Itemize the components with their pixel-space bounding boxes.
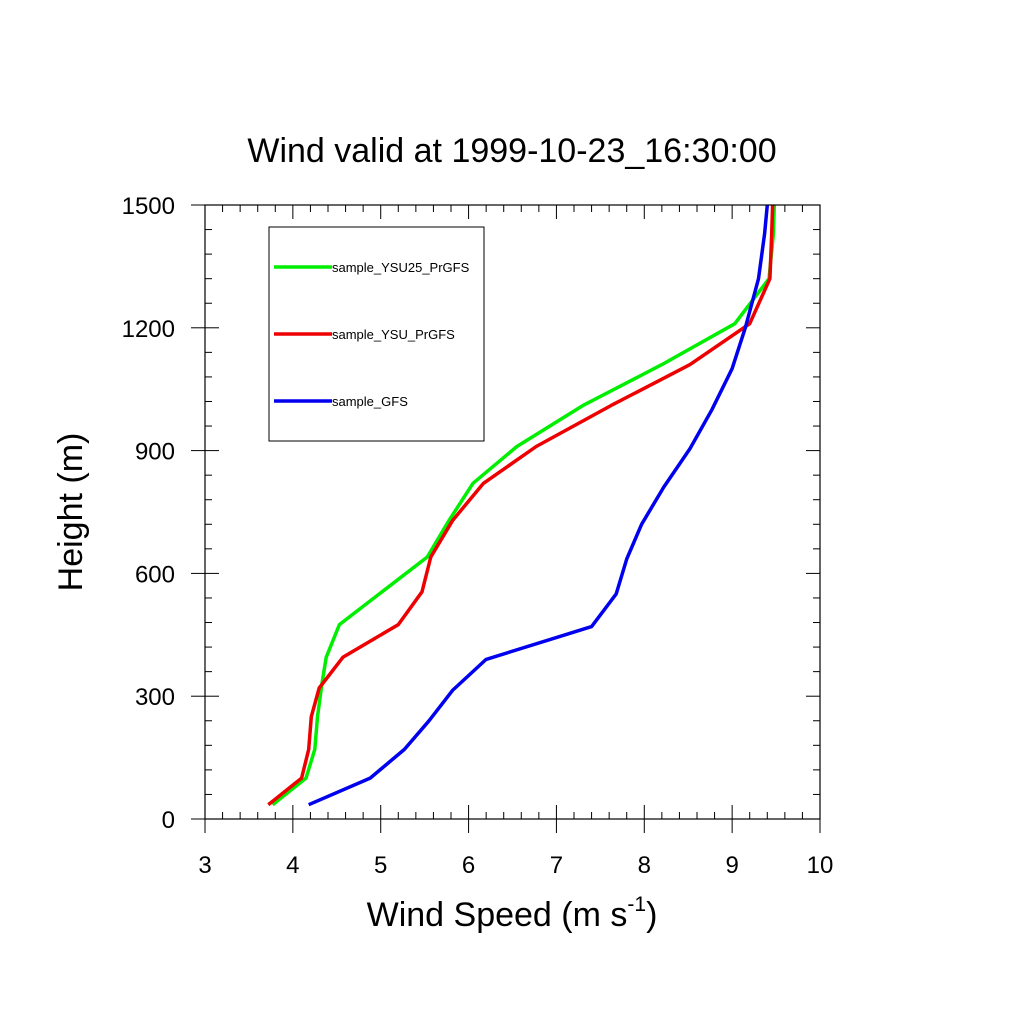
x-tick-label: 7 — [550, 852, 563, 879]
legend-label: sample_YSU25_PrGFS — [332, 260, 470, 275]
x-axis-label-superscript: -1 — [627, 893, 646, 916]
y-tick-label: 1200 — [122, 316, 175, 343]
y-tick-label: 1500 — [122, 193, 175, 220]
x-axis-label-main: Wind Speed (m s — [367, 896, 628, 934]
y-axis-label: Height (m) — [52, 433, 90, 592]
x-tick-label: 4 — [286, 852, 299, 879]
x-tick-label: 9 — [725, 852, 738, 879]
series-line-sample_YSU_PrGFS — [267, 204, 775, 807]
y-tick-label: 900 — [135, 439, 175, 466]
x-tick-label: 6 — [462, 852, 475, 879]
series-lines — [267, 204, 777, 807]
y-tick-label: 0 — [162, 807, 175, 834]
tick-labels: 3 4 5 6 7 8 9 10 0 300 600 900 1200 1500 — [122, 193, 834, 879]
x-axis-label: Wind Speed (m s-1) — [367, 893, 658, 934]
legend: sample_YSU25_PrGFS sample_YSU_PrGFSsample… — [274, 260, 470, 409]
x-tick-label: 8 — [638, 852, 651, 879]
x-tick-label: 10 — [807, 852, 834, 879]
x-tick-label: 3 — [198, 852, 211, 879]
plot-frame — [204, 204, 821, 820]
y-tick-label: 600 — [135, 561, 175, 588]
x-axis-label-tail: ) — [646, 896, 657, 934]
series-line-sample_YSU25_PrGFS — [271, 204, 777, 807]
series-line-sample_GFS — [308, 204, 770, 807]
x-tick-label: 5 — [374, 852, 387, 879]
chart-title: Wind valid at 1999-10-23_16:30:00 — [247, 132, 776, 170]
legend-label: sample_GFS — [332, 394, 408, 409]
legend-label: sample_YSU_PrGFS — [332, 327, 455, 342]
y-tick-label: 300 — [135, 684, 175, 711]
